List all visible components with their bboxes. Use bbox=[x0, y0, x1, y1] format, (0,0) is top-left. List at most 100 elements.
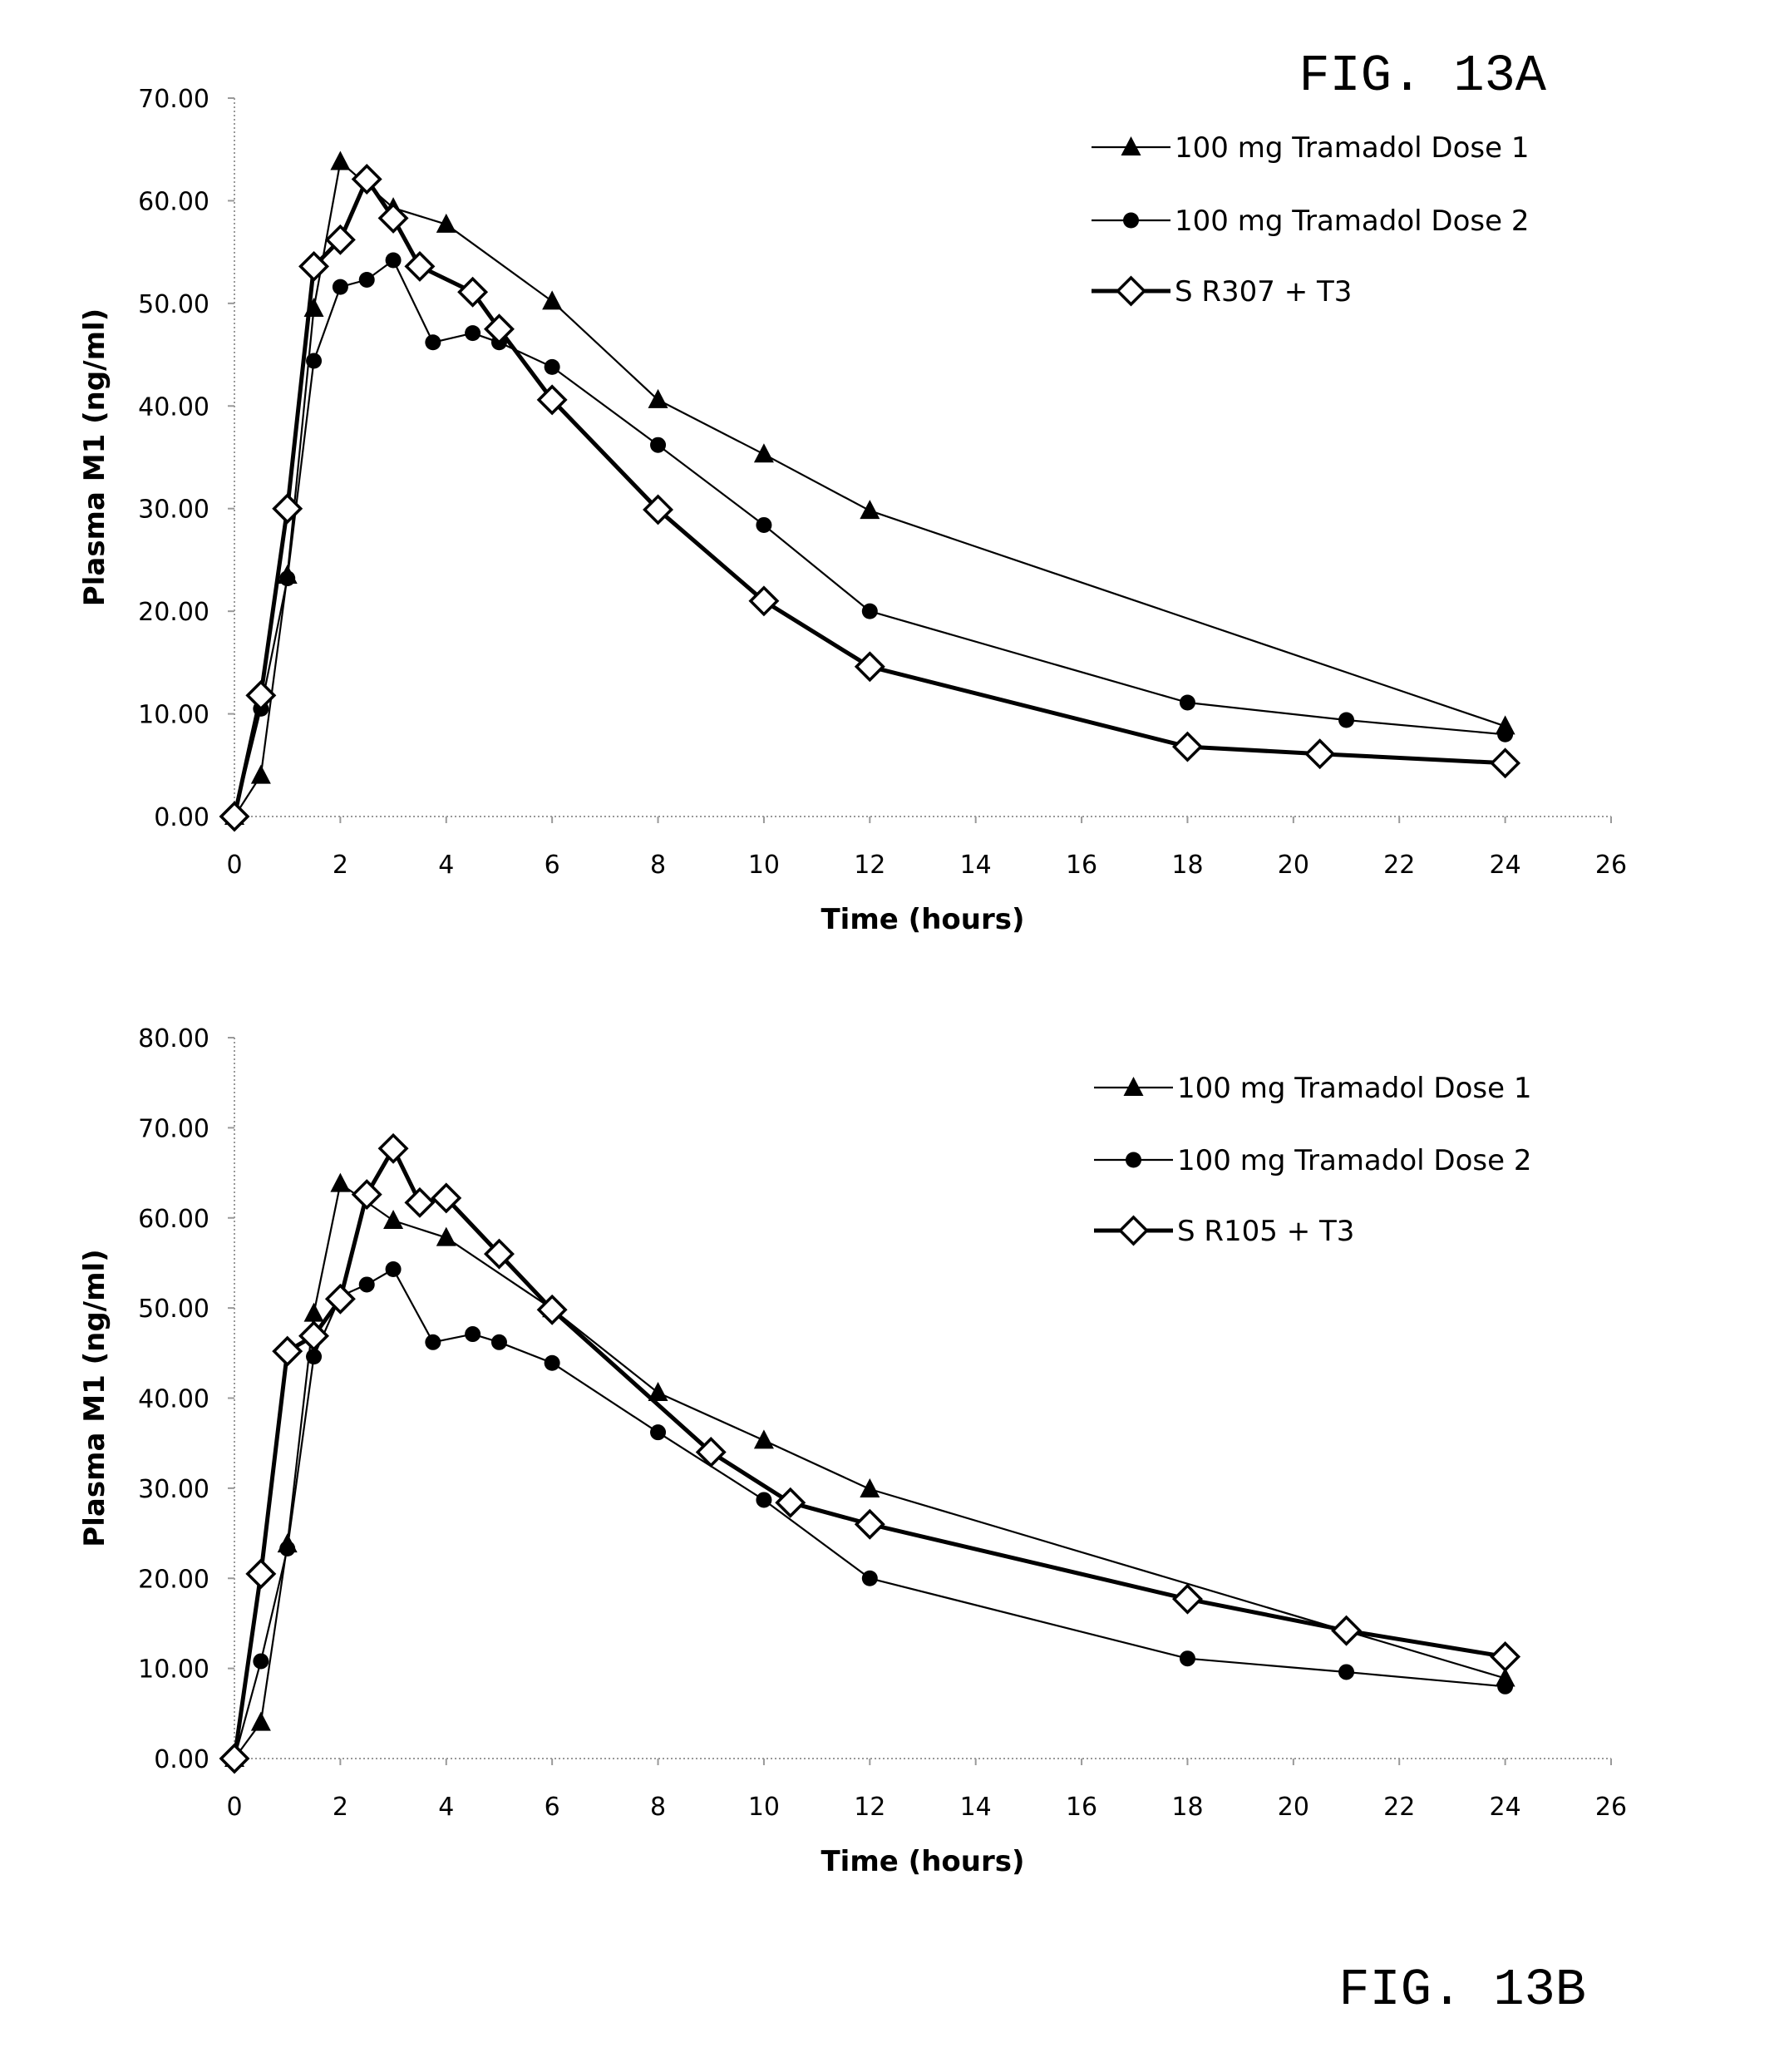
x-tick-label: 2 bbox=[333, 851, 348, 880]
data-point-diamond bbox=[1331, 1615, 1363, 1646]
data-point-triangle bbox=[436, 213, 456, 233]
data-point-circle bbox=[490, 1334, 507, 1350]
data-point-circle bbox=[332, 279, 348, 295]
data-point-diamond bbox=[351, 164, 382, 195]
data-point-diamond bbox=[351, 1179, 382, 1211]
series-line bbox=[234, 1182, 1506, 1759]
x-tick-label: 12 bbox=[854, 851, 885, 880]
data-point-circle bbox=[650, 437, 667, 453]
x-tick-label: 8 bbox=[650, 1793, 666, 1822]
data-point-circle bbox=[306, 353, 323, 369]
y-tick-label: 0.00 bbox=[154, 803, 209, 832]
x-tick-label: 8 bbox=[650, 851, 666, 880]
data-point-circle bbox=[650, 1424, 667, 1441]
data-point-diamond bbox=[324, 224, 356, 255]
data-point-triangle bbox=[330, 1172, 351, 1192]
series-line bbox=[234, 160, 1506, 817]
x-tick-label: 18 bbox=[1171, 851, 1203, 880]
data-point-triangle bbox=[383, 1210, 404, 1230]
data-point-diamond bbox=[1304, 738, 1336, 770]
data-point-diamond bbox=[219, 1743, 250, 1774]
legend-label: S R105 + T3 bbox=[1177, 1215, 1354, 1248]
data-point-diamond bbox=[483, 313, 515, 345]
data-point-triangle bbox=[250, 1711, 271, 1731]
data-point-diamond bbox=[536, 1294, 568, 1325]
data-point-diamond bbox=[404, 250, 436, 282]
series-line bbox=[233, 259, 1506, 817]
data-point-circle bbox=[756, 1492, 772, 1508]
chart-fig-13a: FIG. 13A 0.00 10.00 20.00 30.00 40.00 50.00 60.… bbox=[78, 47, 1627, 936]
data-point-triangle bbox=[303, 1302, 324, 1322]
legend-label: S R307 + T3 bbox=[1175, 275, 1352, 308]
x-tick-label: 6 bbox=[545, 851, 560, 880]
data-point-diamond bbox=[748, 585, 780, 617]
y-tick-label: 10.00 bbox=[138, 701, 209, 730]
data-point-triangle bbox=[648, 1381, 668, 1401]
data-point-circle bbox=[358, 1276, 375, 1293]
x-tick-label: 26 bbox=[1595, 1793, 1627, 1822]
data-point-diamond bbox=[219, 801, 250, 832]
series-triangle bbox=[224, 150, 1515, 825]
data-point-circle bbox=[1179, 694, 1195, 711]
data-point-diamond bbox=[536, 384, 568, 416]
legend-label: 100 mg Tramadol Dose 1 bbox=[1177, 1072, 1531, 1105]
data-point-diamond bbox=[272, 1335, 303, 1367]
data-point-diamond bbox=[457, 276, 489, 308]
data-point-diamond bbox=[854, 651, 885, 683]
data-point-diamond bbox=[775, 1487, 806, 1518]
legend-marker-triangle bbox=[1121, 136, 1141, 155]
x-axis-label: Time (hours) bbox=[821, 1845, 1024, 1878]
data-point-diamond bbox=[643, 494, 674, 525]
y-tick-label: 60.00 bbox=[138, 187, 209, 216]
series-diamond bbox=[219, 164, 1521, 832]
data-point-diamond bbox=[324, 1283, 356, 1315]
data-point-diamond bbox=[245, 1558, 277, 1590]
data-point-diamond bbox=[272, 493, 303, 525]
x-tick-label: 0 bbox=[226, 851, 242, 880]
data-point-circle bbox=[544, 358, 560, 375]
x-tick-label: 16 bbox=[1066, 1793, 1097, 1822]
data-point-diamond bbox=[1171, 1583, 1203, 1615]
y-tick-label: 50.00 bbox=[138, 1295, 209, 1324]
y-tick-label: 40.00 bbox=[138, 1385, 209, 1414]
legend-marker-diamond bbox=[1116, 275, 1146, 307]
x-tick-label: 16 bbox=[1066, 851, 1097, 880]
legend-label: 100 mg Tramadol Dose 2 bbox=[1175, 205, 1529, 238]
y-tick-label: 20.00 bbox=[138, 1565, 209, 1594]
data-point-circle bbox=[465, 1326, 481, 1343]
data-point-diamond bbox=[1490, 1641, 1521, 1673]
data-point-circle bbox=[279, 570, 296, 587]
y-tick-label: 0.00 bbox=[154, 1745, 209, 1774]
data-point-circle bbox=[253, 1653, 269, 1670]
x-axis-label: Time (hours) bbox=[821, 903, 1024, 936]
y-tick-label: 40.00 bbox=[138, 392, 209, 422]
data-point-triangle bbox=[436, 1226, 456, 1246]
y-tick-label: 20.00 bbox=[138, 598, 209, 627]
legend-marker-circle bbox=[1126, 1152, 1141, 1168]
data-point-circle bbox=[861, 1570, 878, 1586]
series-triangle bbox=[224, 1172, 1515, 1767]
x-tick-label: 14 bbox=[960, 851, 992, 880]
data-point-circle bbox=[544, 1354, 560, 1371]
x-tick-label: 4 bbox=[438, 1793, 454, 1822]
data-point-diamond bbox=[377, 1132, 409, 1164]
data-point-diamond bbox=[298, 250, 330, 282]
data-point-triangle bbox=[648, 388, 668, 408]
x-tick-label: 10 bbox=[748, 1793, 780, 1822]
y-tick-label: 70.00 bbox=[138, 85, 209, 114]
data-point-triangle bbox=[860, 500, 880, 520]
data-point-circle bbox=[465, 325, 481, 342]
data-point-circle bbox=[1497, 1678, 1514, 1695]
x-tick-label: 2 bbox=[333, 1793, 348, 1822]
data-point-triangle bbox=[753, 1429, 774, 1449]
series-circle bbox=[226, 252, 1514, 825]
x-tick-label: 22 bbox=[1383, 1793, 1415, 1822]
x-tick-label: 20 bbox=[1278, 1793, 1309, 1822]
data-point-triangle bbox=[860, 1478, 880, 1497]
data-point-circle bbox=[861, 603, 878, 619]
data-point-diamond bbox=[1171, 731, 1203, 762]
legend-marker-diamond bbox=[1118, 1215, 1149, 1246]
x-tick-label: 14 bbox=[960, 1793, 992, 1822]
y-tick-label: 30.00 bbox=[138, 1475, 209, 1504]
